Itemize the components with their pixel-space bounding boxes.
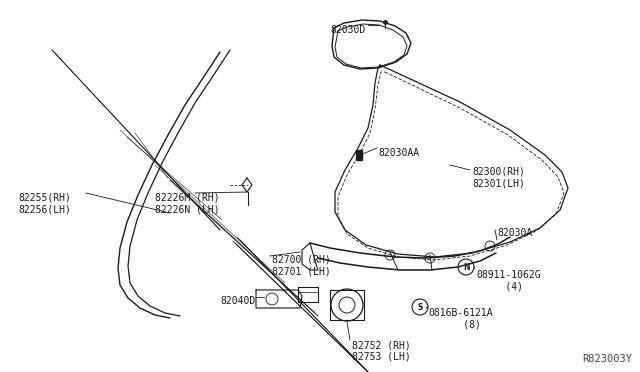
Text: N: N <box>463 263 469 272</box>
Text: 82752 (RH)
82753 (LH): 82752 (RH) 82753 (LH) <box>352 340 411 362</box>
Text: 82030A: 82030A <box>497 228 532 238</box>
Text: 82226M (RH)
82226N (LH): 82226M (RH) 82226N (LH) <box>155 193 220 215</box>
Text: 82700 (RH)
82701 (LH): 82700 (RH) 82701 (LH) <box>272 255 331 277</box>
Polygon shape <box>356 150 362 160</box>
Text: 82300(RH)
82301(LH): 82300(RH) 82301(LH) <box>472 167 525 189</box>
Text: 82255(RH)
82256(LH): 82255(RH) 82256(LH) <box>18 193 71 215</box>
Text: 82030AA: 82030AA <box>378 148 419 158</box>
Text: 08911-1062G
     (4): 08911-1062G (4) <box>476 270 541 292</box>
Text: 82030D: 82030D <box>330 25 365 35</box>
Text: S: S <box>417 302 422 311</box>
Text: R823003Y: R823003Y <box>582 354 632 364</box>
Text: 82040D: 82040D <box>220 296 255 306</box>
Text: 0816B-6121A
      (8): 0816B-6121A (8) <box>428 308 493 330</box>
